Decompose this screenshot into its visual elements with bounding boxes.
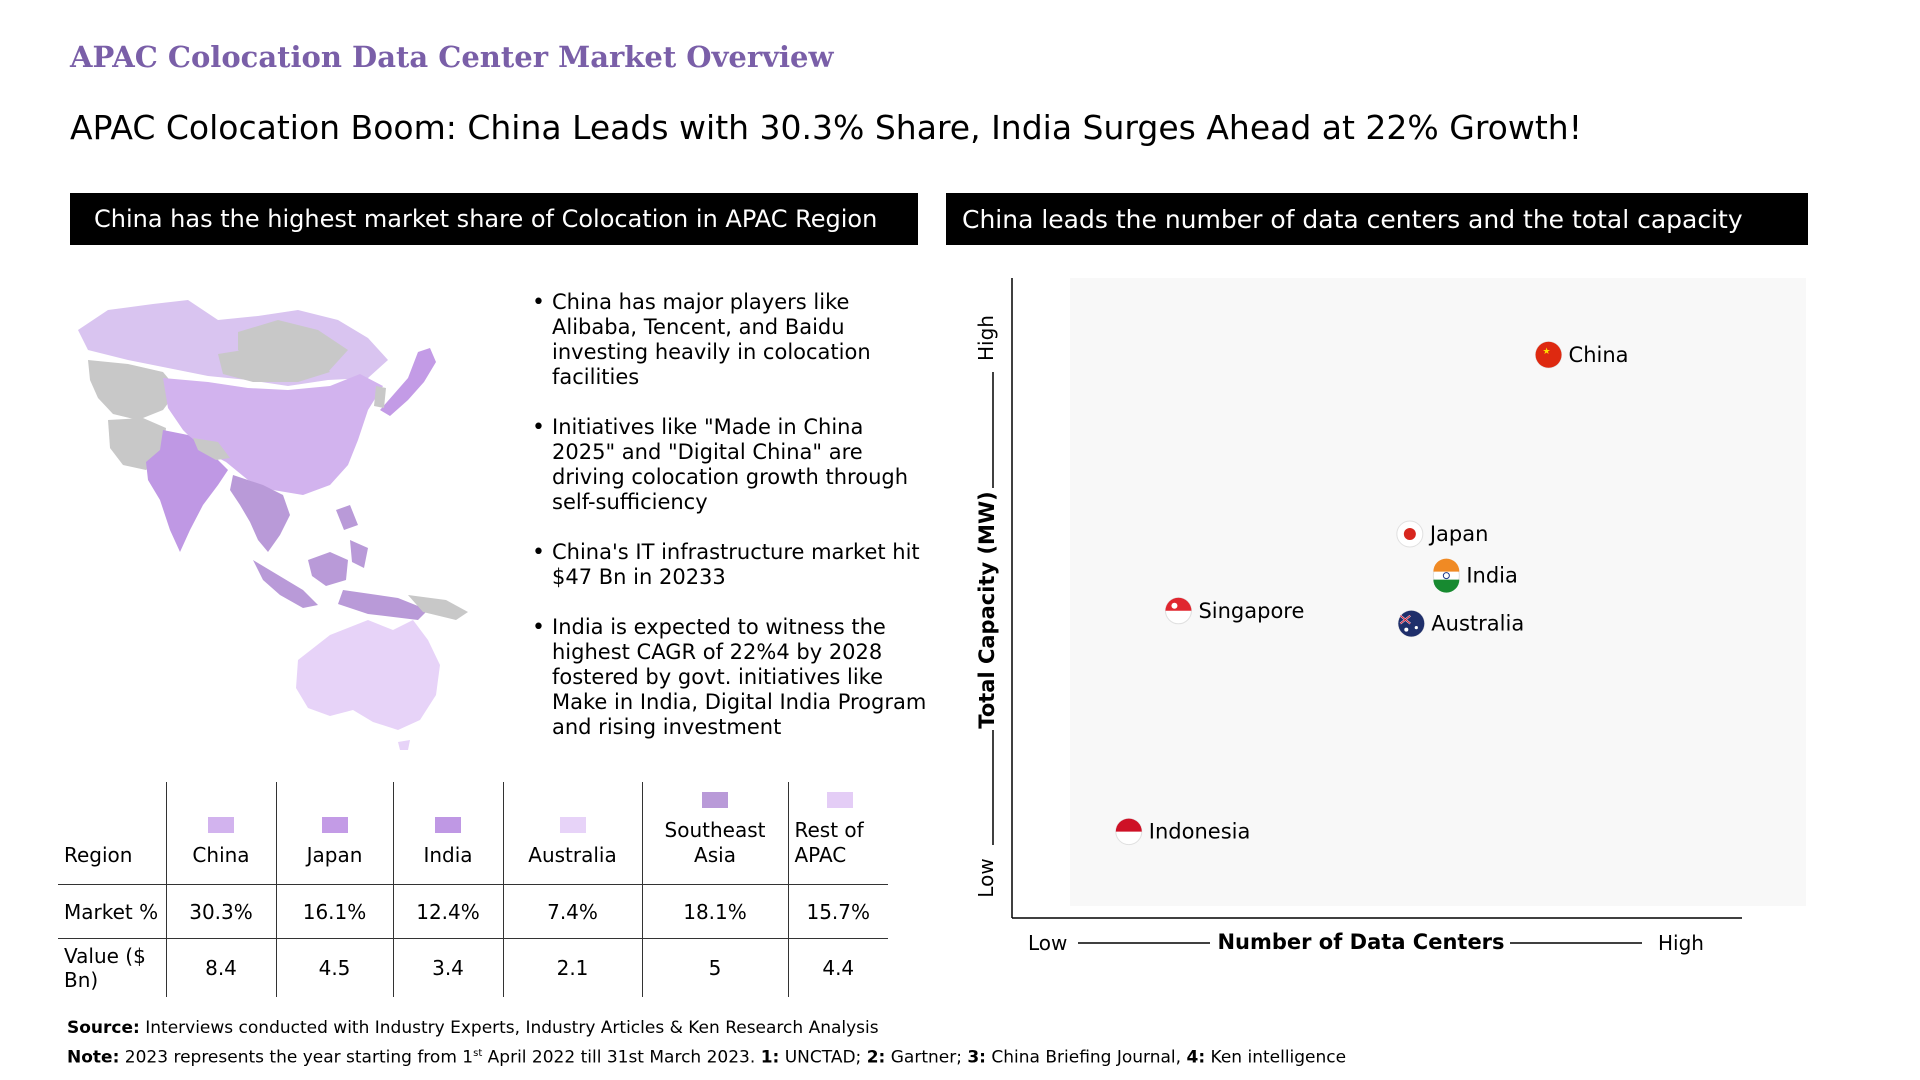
table-cell: 2.1 <box>502 938 642 997</box>
map-korea <box>374 386 386 408</box>
table-cell: 3.4 <box>392 938 503 997</box>
japan-swatch <box>321 817 348 833</box>
rest-apac-swatch <box>826 792 853 808</box>
source-notes: Source: Interviews conducted with Indust… <box>67 1015 1346 1071</box>
capacity-scatter-chart: High Total Capacity (MW) Low Low Number … <box>974 278 1806 955</box>
page-headline: APAC Colocation Boom: China Leads with 3… <box>70 108 1582 147</box>
market-share-table: Region China Japan India Australia South… <box>58 782 888 997</box>
note-line: Note: 2023 represents the year starting … <box>67 1047 1347 1068</box>
map-china <box>163 374 383 495</box>
table-row: Value ($ Bn) 8.4 4.5 3.4 2.1 5 4.4 <box>58 938 888 997</box>
singapore-flag-icon <box>1164 597 1192 625</box>
y-low-label: Low <box>974 858 998 897</box>
source-line: Source: Interviews conducted with Indust… <box>67 1018 879 1038</box>
table-header-row: Region China Japan India Australia South… <box>58 782 888 885</box>
map-australia <box>296 620 440 750</box>
table-header-southeast-asia: Southeast Asia <box>641 782 788 885</box>
point-label: India <box>1466 564 1518 588</box>
svg-text:★: ★ <box>1543 347 1551 357</box>
table-header-china: China <box>165 782 276 885</box>
insight-bullet-4: India is expected to witness the highest… <box>530 615 930 740</box>
table-cell: 15.7% <box>787 884 888 939</box>
insight-bullet-1: China has major players like Alibaba, Te… <box>530 290 930 390</box>
map-central-asia <box>88 360 178 420</box>
japan-flag-icon <box>1396 520 1424 548</box>
page-overline: APAC Colocation Data Center Market Overv… <box>70 40 834 74</box>
china-flag-icon: ★ <box>1535 341 1563 369</box>
scatter-point: Singapore <box>1164 597 1304 625</box>
x-high-label: High <box>1658 931 1704 955</box>
map-southeast-asia-islands <box>253 505 428 620</box>
left-section-banner: China has the highest market share of Co… <box>70 193 918 245</box>
right-section-banner: China leads the number of data centers a… <box>946 193 1808 245</box>
scatter-points: ★ China Japan India Australia Singapore Indone… <box>1115 341 1629 846</box>
table-row: Market % 30.3% 16.1% 12.4% 7.4% 18.1% 15… <box>58 884 888 939</box>
india-swatch <box>435 817 461 833</box>
map-south-west-asia <box>108 418 166 470</box>
table-cell: 18.1% <box>641 884 788 939</box>
point-label: Singapore <box>1198 599 1304 623</box>
table-header-australia: Australia <box>502 782 642 885</box>
scatter-point: ★ China <box>1535 341 1629 369</box>
table-cell: 4.5 <box>275 938 393 997</box>
southeast-asia-swatch <box>702 792 728 808</box>
scatter-point: Indonesia <box>1115 818 1251 846</box>
table-header-region: Region <box>64 843 133 867</box>
map-papua <box>408 595 468 620</box>
table-cell: 16.1% <box>275 884 393 939</box>
map-himalaya <box>193 438 230 460</box>
x-axis-title: Number of Data Centers <box>1217 930 1504 954</box>
table-cell: 12.4% <box>392 884 503 939</box>
point-label: Indonesia <box>1149 820 1251 844</box>
right-banner-text: China leads the number of data centers a… <box>962 204 1743 234</box>
plot-area-background <box>1070 278 1806 906</box>
left-banner-text: China has the highest market share of Co… <box>94 205 878 233</box>
scatter-point: Australia <box>1397 610 1524 638</box>
map-india <box>146 430 228 552</box>
point-label: Australia <box>1431 612 1524 636</box>
table-cell: 8.4 <box>165 938 276 997</box>
table-header-rest-apac: Rest of APAC <box>787 782 888 885</box>
table-cell: 4.4 <box>787 938 888 997</box>
map-japan <box>380 348 436 416</box>
scatter-point: India <box>1432 558 1518 593</box>
y-axis-title: Total Capacity (MW) <box>975 491 999 728</box>
australia-swatch <box>559 817 586 833</box>
insight-bullet-2: Initiatives like "Made in China 2025" an… <box>530 415 930 515</box>
row-label-market: Market % <box>58 884 166 939</box>
apac-map <box>78 300 468 750</box>
key-insights-list: China has major players like Alibaba, Te… <box>530 290 930 765</box>
indonesia-flag-icon <box>1115 818 1143 846</box>
point-label: China <box>1569 343 1629 367</box>
insight-bullet-3: China's IT infrastructure market hit $47… <box>530 540 930 590</box>
table-cell: 30.3% <box>165 884 276 939</box>
table-header-japan: Japan <box>275 782 393 885</box>
y-high-label: High <box>974 315 998 361</box>
india-flag-icon <box>1432 558 1460 593</box>
map-southeast-asia-mainland <box>230 475 290 552</box>
point-label: Japan <box>1428 522 1489 546</box>
map-mongolia <box>218 346 330 382</box>
china-swatch <box>208 817 234 833</box>
row-label-value: Value ($ Bn) <box>58 938 166 997</box>
table-cell: 5 <box>641 938 788 997</box>
table-cell: 7.4% <box>502 884 642 939</box>
x-low-label: Low <box>1028 931 1067 955</box>
scatter-point: Japan <box>1396 520 1489 548</box>
australia-flag-icon <box>1397 610 1425 638</box>
table-header-india: India <box>392 782 503 885</box>
